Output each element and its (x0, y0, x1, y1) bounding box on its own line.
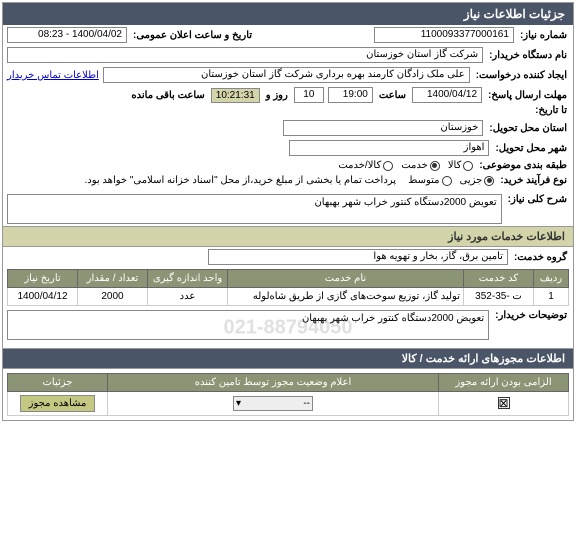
datetime-field: 1400/04/02 - 08:23 (7, 27, 127, 43)
row-city: شهر محل تحویل: اهواز (3, 138, 573, 158)
process-label: نوع فرآیند خرید: (498, 175, 569, 186)
row-buyer: نام دستگاه خریدار: شرکت گاز استان خوزستا… (3, 45, 573, 65)
pcell-mandatory (439, 392, 569, 416)
process-note: پرداخت تمام یا بخشی از مبلغ خرید،از محل … (84, 175, 396, 186)
row-deadline-to: تا تاریخ: (3, 105, 573, 118)
pcell-details: مشاهده مجوز (8, 392, 108, 416)
panel-title: جزئیات اطلاعات نیاز (3, 3, 573, 25)
deadline-time: 19:00 (328, 87, 373, 103)
row-number: شماره نیاز: 1100093377000161 تاریخ و ساع… (3, 25, 573, 45)
cell-date: 1400/04/12 (8, 288, 78, 306)
datetime-label: تاریخ و ساعت اعلان عمومی: (131, 30, 254, 41)
permits-table-wrap: الزامی بودن ارائه مجوز اعلام وضعیت مجوز … (3, 369, 573, 420)
row-buyer-notes: توضیحات خریدار: تعویض 2000دستگاه کنتور خ… (3, 308, 573, 348)
row-deadline: مهلت ارسال پاسخ: 1400/04/12 ساعت 19:00 1… (3, 85, 573, 105)
services-header: اطلاعات خدمات مورد نیاز (3, 226, 573, 247)
deadline-to-label: تا تاریخ: (533, 105, 569, 116)
row-group: گروه خدمت: تامین برق، گاز، بخار و تهویه … (3, 247, 573, 267)
group-label: گروه خدمت: (512, 252, 569, 263)
desc-field: تعویض 2000دستگاه کنتور خراب شهر بهبهان (7, 194, 502, 224)
radio-goods-label: کالا (448, 160, 462, 171)
permits-header: اطلاعات مجوزهای ارائه خدمت / کالا (3, 348, 573, 369)
col-code: کد خدمت (464, 270, 534, 288)
number-label: شماره نیاز: (518, 30, 569, 41)
contact-link[interactable]: اطلاعات تماس خریدار (7, 70, 99, 81)
cell-qty: 2000 (78, 288, 148, 306)
radio-minor[interactable] (484, 176, 494, 186)
row-province: استان محل تحویل: خوزستان (3, 118, 573, 138)
buyer-notes-field: تعویض 2000دستگاه کنتور خراب شهر بهبهان (7, 310, 489, 340)
group-field: تامین برق، گاز، بخار و تهویه هوا (208, 249, 508, 265)
status-select[interactable]: -- (233, 396, 313, 411)
services-table-wrap: ردیف کد خدمت نام خدمت واحد اندازه گیری ت… (3, 267, 573, 308)
province-field: خوزستان (283, 120, 483, 136)
time-label: ساعت (377, 90, 408, 101)
city-field: اهواز (289, 140, 489, 156)
services-table: ردیف کد خدمت نام خدمت واحد اندازه گیری ت… (7, 269, 569, 306)
radio-service[interactable] (430, 161, 440, 171)
radio-service-label: خدمت (401, 160, 428, 171)
col-date: تاریخ نیاز (8, 270, 78, 288)
pcell-status: -- (108, 392, 439, 416)
city-label: شهر محل تحویل: (493, 143, 569, 154)
number-field: 1100093377000161 (374, 27, 514, 43)
creator-label: ایجاد کننده درخواست: (474, 70, 569, 81)
radio-both-label: کالا/خدمت (338, 160, 381, 171)
permit-row: -- مشاهده مجوز (8, 392, 569, 416)
pcol-details: جزئیات (8, 374, 108, 392)
cell-code: ت -35-352 (464, 288, 534, 306)
mandatory-checkbox[interactable] (498, 397, 510, 409)
process-radios: جزیی متوسط (408, 175, 494, 186)
table-row: 1 ت -35-352 تولید گاز، توزیع سوخت‌های گا… (8, 288, 569, 306)
row-desc: شرح کلی نیاز: تعویض 2000دستگاه کنتور خرا… (3, 192, 573, 226)
cell-name: تولید گاز، توزیع سوخت‌های گازی از طریق ش… (228, 288, 464, 306)
col-row: ردیف (534, 270, 569, 288)
radio-both[interactable] (383, 161, 393, 171)
pcol-mandatory: الزامی بودن ارائه مجوز (439, 374, 569, 392)
days-field: 10 (294, 87, 324, 103)
pcol-status: اعلام وضعیت مجوز توسط تامین کننده (108, 374, 439, 392)
row-category: طبقه بندی موضوعی: کالا خدمت کالا/خدمت (3, 158, 573, 173)
buyer-notes-label: توضیحات خریدار: (493, 310, 569, 321)
col-qty: تعداد / مقدار (78, 270, 148, 288)
row-creator: ایجاد کننده درخواست: علی ملک زادگان کارم… (3, 65, 573, 85)
col-name: نام خدمت (228, 270, 464, 288)
radio-minor-label: جزیی (460, 175, 483, 186)
radio-medium[interactable] (442, 176, 452, 186)
row-process: نوع فرآیند خرید: جزیی متوسط پرداخت تمام … (3, 173, 573, 188)
permits-table: الزامی بودن ارائه مجوز اعلام وضعیت مجوز … (7, 373, 569, 416)
remain-label: ساعت باقی مانده (129, 90, 206, 101)
col-unit: واحد اندازه گیری (148, 270, 228, 288)
deadline-label: مهلت ارسال پاسخ: (486, 90, 569, 101)
details-button[interactable]: مشاهده مجوز (20, 395, 96, 412)
province-label: استان محل تحویل: (487, 123, 569, 134)
deadline-date: 1400/04/12 (412, 87, 482, 103)
buyer-label: نام دستگاه خریدار: (487, 50, 569, 61)
category-radios: کالا خدمت کالا/خدمت (338, 160, 473, 171)
days-label: روز و (264, 90, 290, 101)
radio-medium-label: متوسط (408, 175, 439, 186)
desc-label: شرح کلی نیاز: (506, 194, 569, 205)
buyer-field: شرکت گاز استان خوزستان (7, 47, 483, 63)
cell-idx: 1 (534, 288, 569, 306)
main-panel: جزئیات اطلاعات نیاز شماره نیاز: 11000933… (2, 2, 574, 421)
countdown: 10:21:31 (211, 88, 260, 103)
radio-goods[interactable] (463, 161, 473, 171)
cell-unit: عدد (148, 288, 228, 306)
category-label: طبقه بندی موضوعی: (477, 160, 569, 171)
creator-field: علی ملک زادگان کارمند بهره برداری شرکت گ… (103, 67, 470, 83)
